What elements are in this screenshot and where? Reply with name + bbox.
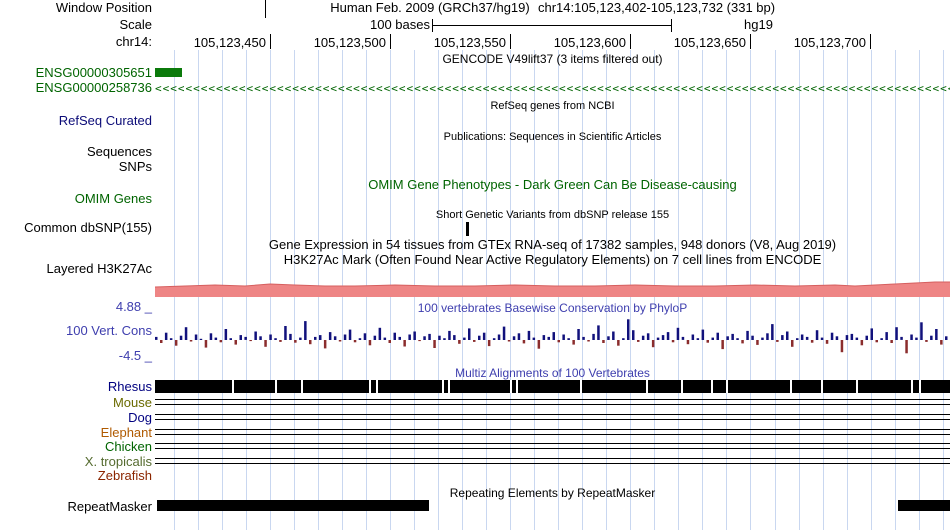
species-label[interactable]: Rhesus	[107, 379, 152, 394]
scale-bar-left-tick	[432, 19, 433, 32]
h3k27ac-signal-area[interactable]	[155, 281, 950, 297]
alignment-gap	[369, 380, 371, 393]
ruler-tick-mark	[270, 34, 271, 49]
snps-track-label[interactable]: SNPs	[118, 159, 152, 174]
gene-strand-arrows[interactable]: <<<<<<<<<<<<<<<<<<<<<<<<<<<<<<<<<<<<<<<<…	[155, 82, 950, 95]
alignment-gap	[301, 380, 303, 393]
repeatmasker-track-label[interactable]: RepeatMasker	[67, 499, 152, 514]
ruler-tick-label: 105,123,500	[313, 35, 386, 50]
alignment-line[interactable]	[155, 419, 950, 420]
ruler-tick-label: 105,123,450	[193, 35, 266, 50]
alignment-line[interactable]	[155, 414, 950, 415]
gene-item-label[interactable]: ENSG00000305651	[35, 65, 152, 80]
alignment-bar[interactable]	[155, 380, 950, 393]
species-label[interactable]: Chicken	[105, 439, 152, 454]
omim-track-label[interactable]: OMIM Genes	[74, 191, 152, 206]
ruler-tick-label: 105,123,550	[433, 35, 506, 50]
gtex-track-title[interactable]: Gene Expression in 54 tissues from GTEx …	[268, 237, 837, 252]
sequences-track-label[interactable]: Sequences	[86, 144, 152, 159]
alignment-gap	[919, 380, 921, 393]
alignment-line[interactable]	[155, 434, 950, 435]
omim-track-title[interactable]: OMIM Gene Phenotypes - Dark Green Can Be…	[368, 177, 737, 192]
alignment-gap	[448, 380, 450, 393]
assembly-title: Human Feb. 2009 (GRCh37/hg19)	[330, 0, 530, 15]
species-label[interactable]: X. tropicalis	[84, 454, 152, 469]
alignment-gap	[821, 380, 823, 393]
publications-track-title[interactable]: Publications: Sequences in Scientific Ar…	[443, 131, 662, 143]
snp-variant-tick[interactable]	[466, 222, 469, 236]
repeat-element-bar[interactable]	[157, 500, 429, 511]
scale-bar-right-tick	[671, 19, 672, 32]
phylop-track-title[interactable]: 100 vertebrates Basewise Conservation by…	[417, 301, 688, 315]
alignment-gap	[856, 380, 858, 393]
species-label[interactable]: Zebrafish	[97, 468, 152, 483]
ruler-tick-mark	[750, 34, 751, 49]
alignment-gap	[275, 380, 277, 393]
alignment-gap	[376, 380, 378, 393]
alignment-gap	[580, 380, 582, 393]
alignment-gap	[516, 380, 518, 393]
alignment-gap	[646, 380, 648, 393]
species-label[interactable]: Elephant	[100, 425, 152, 440]
refseq-track-label[interactable]: RefSeq Curated	[58, 113, 152, 128]
alignment-gap	[726, 380, 728, 393]
ruler-tick-mark	[390, 34, 391, 49]
alignment-gap	[442, 380, 444, 393]
ruler-tick-label: 105,123,650	[673, 35, 746, 50]
conservation-wiggle[interactable]	[155, 314, 950, 358]
dbsnp-track-title[interactable]: Short Genetic Variants from dbSNP releas…	[435, 209, 670, 221]
gene-item-label[interactable]: ENSG00000258736	[35, 80, 152, 95]
dbsnp-track-label[interactable]: Common dbSNP(155)	[24, 220, 152, 235]
scale-bar-line	[432, 25, 672, 26]
alignment-gap	[510, 380, 512, 393]
multiz-track-title[interactable]: Multiz Alignments of 100 Vertebrates	[455, 366, 650, 380]
phylop-max-value: 4.88 _	[115, 299, 152, 314]
species-label[interactable]: Dog	[128, 410, 152, 425]
alignment-gap	[711, 380, 713, 393]
species-label[interactable]: Mouse	[112, 395, 152, 410]
chromosome-label: chr14:	[115, 34, 152, 49]
alignment-gap	[790, 380, 792, 393]
position-marker-tick	[265, 0, 266, 18]
alignment-line[interactable]	[155, 463, 950, 464]
alignment-line[interactable]	[155, 443, 950, 444]
ruler-tick-mark	[630, 34, 631, 49]
alignment-line[interactable]	[155, 458, 950, 459]
ruler-tick-mark	[870, 34, 871, 49]
h3k27ac-track-label[interactable]: Layered H3K27Ac	[46, 261, 152, 276]
alignment-line[interactable]	[155, 399, 950, 400]
alignment-gap	[911, 380, 913, 393]
phylop-min-value: -4.5 _	[118, 348, 152, 363]
alignment-line[interactable]	[155, 448, 950, 449]
window-position-label: Window Position	[55, 0, 152, 15]
gene-item-box[interactable]	[155, 68, 182, 77]
position-range: chr14:105,123,402-105,123,732 (331 bp)	[538, 0, 776, 15]
ruler-tick-mark	[510, 34, 511, 49]
track-display-area[interactable]: <<<<<<<<<<<<<<<<<<<<<<<<<<<<<<<<<<<<<<<<…	[155, 0, 950, 530]
repeat-element-bar[interactable]	[898, 500, 950, 511]
ruler-tick-label: 105,123,600	[553, 35, 626, 50]
scale-row-label: Scale	[119, 17, 152, 32]
ruler-tick-label: 105,123,700	[793, 35, 866, 50]
alignment-line[interactable]	[155, 404, 950, 405]
assembly-short-label: hg19	[744, 17, 773, 32]
phylop-track-label[interactable]: 100 Vert. Cons	[66, 323, 152, 338]
scale-value: 100 bases	[370, 17, 430, 32]
alignment-gap	[681, 380, 683, 393]
repeatmasker-track-title[interactable]: Repeating Elements by RepeatMasker	[449, 486, 656, 500]
h3k27ac-track-title[interactable]: H3K27Ac Mark (Often Found Near Active Re…	[283, 252, 822, 267]
alignment-gap	[232, 380, 234, 393]
refseq-track-title[interactable]: RefSeq genes from NCBI	[490, 100, 615, 112]
alignment-line[interactable]	[155, 429, 950, 430]
gencode-track-title[interactable]: GENCODE V49lift37 (3 items filtered out)	[442, 52, 663, 66]
